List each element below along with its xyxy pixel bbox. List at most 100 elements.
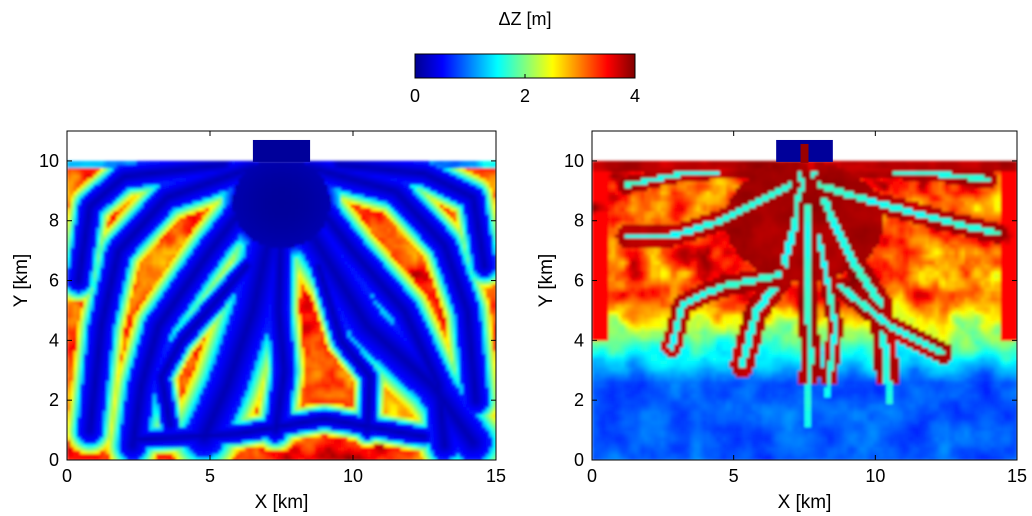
- heatmap-cell: [106, 360, 111, 365]
- heatmap-cell: [70, 383, 75, 388]
- heatmap-cell: [446, 400, 451, 405]
- heatmap-cell: [324, 423, 329, 428]
- heatmap-cell: [367, 337, 372, 341]
- heatmap-cell: [307, 403, 312, 408]
- heatmap-cell: [486, 380, 490, 385]
- heatmap-cell: [291, 396, 296, 401]
- heatmap-cell: [321, 420, 325, 425]
- heatmap-cell: [146, 450, 151, 454]
- heatmap-cell: [232, 456, 236, 460]
- heatmap-cell: [93, 403, 98, 408]
- heatmap-cell: [119, 360, 124, 365]
- heatmap-cell: [142, 420, 147, 425]
- heatmap-cell: [360, 443, 365, 448]
- heatmap-cell: [288, 366, 292, 371]
- heatmap-cell: [93, 440, 98, 444]
- heatmap-cell: [354, 416, 358, 421]
- heatmap-cell: [354, 440, 358, 444]
- heatmap-cell: [327, 386, 332, 391]
- heatmap-cell: [357, 373, 362, 378]
- heatmap-cell: [317, 393, 322, 398]
- heatmap-cell: [238, 433, 243, 438]
- heatmap-cell: [327, 413, 332, 418]
- heatmap-cell: [169, 426, 174, 431]
- heatmap-cell: [271, 423, 276, 428]
- heatmap-cell: [152, 433, 157, 438]
- heatmap-cell: [377, 343, 382, 348]
- heatmap-cell: [347, 380, 352, 385]
- heatmap-cell: [383, 380, 388, 385]
- heatmap-cell: [291, 456, 296, 460]
- heatmap-cell: [142, 366, 147, 371]
- heatmap-cell: [146, 343, 151, 348]
- heatmap-cell: [294, 370, 299, 375]
- heatmap-cell: [489, 393, 494, 398]
- heatmap-cell: [360, 423, 365, 428]
- heatmap-cell: [83, 383, 88, 388]
- heatmap-cell: [420, 446, 424, 451]
- heatmap-cell: [113, 363, 118, 368]
- heatmap-cell: [271, 453, 276, 458]
- heatmap-cell: [472, 433, 477, 438]
- heatmap-cell: [149, 436, 154, 441]
- heatmap-cell: [113, 347, 118, 351]
- heatmap-cell: [166, 386, 170, 391]
- heatmap-cell: [360, 416, 365, 421]
- heatmap-cell: [274, 363, 279, 368]
- heatmap-cell: [83, 430, 88, 435]
- heatmap-cell: [123, 413, 127, 418]
- heatmap-cell: [357, 390, 362, 395]
- heatmap-cell: [416, 426, 421, 431]
- heatmap-cell: [463, 337, 467, 341]
- heatmap-cell: [426, 363, 431, 368]
- heatmap-cell: [482, 386, 487, 391]
- heatmap-cell: [294, 386, 299, 391]
- heatmap-cell: [321, 440, 325, 444]
- heatmap-cell: [182, 450, 187, 454]
- heatmap-cell: [106, 433, 111, 438]
- heatmap-cell: [274, 393, 279, 398]
- heatmap-cell: [288, 383, 292, 388]
- heatmap-cell: [456, 443, 461, 448]
- heatmap-cell: [109, 440, 114, 444]
- heatmap-cell: [433, 356, 438, 361]
- heatmap-cell: [261, 410, 266, 415]
- heatmap-cell: [304, 347, 309, 351]
- heatmap-cell: [463, 347, 467, 351]
- heatmap-cell: [354, 426, 358, 431]
- heatmap-cell: [172, 443, 177, 448]
- heatmap-cell: [347, 390, 352, 395]
- heatmap-cell: [307, 443, 312, 448]
- heatmap-cell: [96, 456, 101, 460]
- heatmap-cell: [317, 343, 322, 348]
- heatmap-cell: [400, 440, 405, 444]
- heatmap-cell: [248, 456, 253, 460]
- heatmap-cell: [436, 376, 441, 381]
- heatmap-cell: [476, 353, 481, 358]
- heatmap-cell: [469, 350, 474, 355]
- heatmap-cell: [195, 430, 200, 435]
- heatmap-cell: [449, 350, 454, 355]
- heatmap-cell: [251, 416, 256, 421]
- heatmap-cell: [469, 383, 474, 388]
- heatmap-cell: [166, 420, 170, 425]
- heatmap-cell: [387, 366, 391, 371]
- heatmap-cell: [123, 353, 127, 358]
- heatmap-cell: [288, 453, 292, 458]
- heatmap-cell: [400, 363, 405, 368]
- heatmap-cell: [255, 416, 259, 421]
- heatmap-cell: [215, 403, 220, 408]
- heatmap-cell: [73, 413, 78, 418]
- heatmap-cell: [304, 400, 309, 405]
- heatmap-cell: [202, 366, 207, 371]
- heatmap-cell: [199, 333, 203, 338]
- heatmap-cell: [360, 356, 365, 361]
- heatmap-cell: [344, 456, 349, 460]
- heatmap-cell: [199, 373, 203, 378]
- heatmap-cell: [93, 373, 98, 378]
- heatmap-cell: [469, 370, 474, 375]
- heatmap-cell: [324, 380, 329, 385]
- heatmap-cell: [347, 420, 352, 425]
- heatmap-cell: [397, 337, 401, 341]
